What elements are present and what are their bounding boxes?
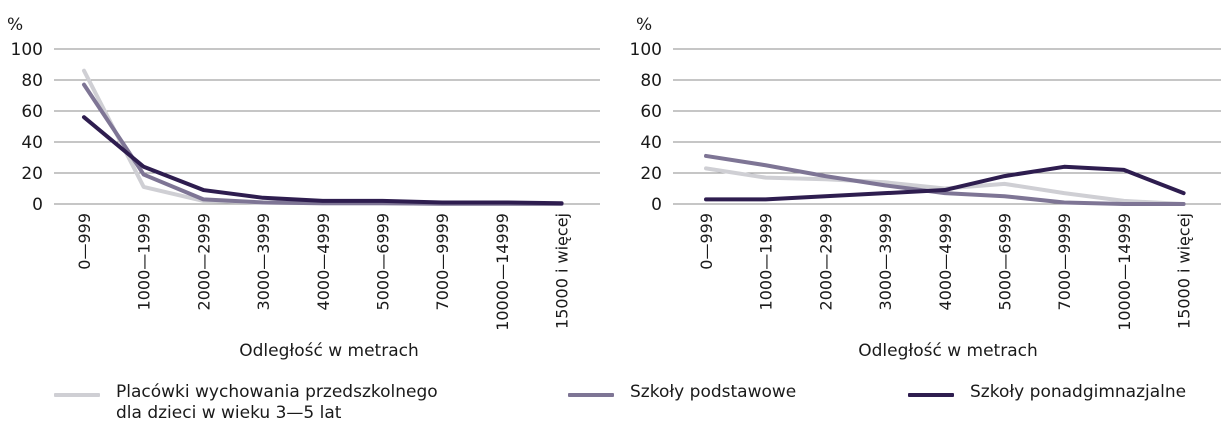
y-tick-label: 40	[21, 133, 43, 153]
y-tick-label: 100	[11, 40, 43, 60]
chart-panel-1: % 0 20 40 60 80 100 0—999 1000—1999 2000—2999 3000…	[7, 15, 600, 361]
x-tick-label: 4000—4999	[936, 213, 955, 310]
y-axis-unit-label: %	[636, 15, 652, 35]
y-tick-label: 0	[651, 195, 662, 215]
x-axis-label: Odległość w metrach	[858, 341, 1038, 361]
series-line-przedszkola	[82, 68, 564, 206]
x-tick-label: 1000—1999	[135, 213, 154, 310]
x-tick-label: 5000—6999	[374, 213, 393, 310]
x-tick-label: 10000—14999	[493, 213, 512, 331]
x-tick-label: 1000—1999	[757, 213, 776, 310]
y-tick-label: 80	[640, 71, 662, 91]
x-tick-label: 3000—3999	[876, 213, 895, 310]
x-tick-label: 15000 i więcej	[553, 213, 572, 329]
y-tick-label: 80	[21, 71, 43, 91]
y-tick-label: 20	[21, 164, 43, 184]
legend-label-podstawowe: Szkoły podstawowe	[630, 382, 797, 402]
legend-swatch-podstawowe	[568, 393, 614, 397]
y-tick-label: 100	[630, 40, 662, 60]
y-tick-label: 40	[640, 133, 662, 153]
x-tick-label: 3000—3999	[254, 213, 273, 310]
series-line-podstawowe	[82, 82, 564, 206]
x-tick-label: 7000—9999	[433, 213, 452, 310]
chart-panel-2: % 0 20 40 60 80 100 0—999 1000—1999 2000—2999 3000…	[630, 15, 1221, 361]
x-tick-label: 0—999	[697, 213, 716, 270]
legend-label-przedszkola: Placówki wychowania przedszkolnego dla dz…	[116, 382, 438, 423]
x-tick-label: 15000 i więcej	[1175, 213, 1194, 329]
legend-swatch-ponadgimnazjalne	[908, 393, 954, 397]
x-tick-label: 7000—9999	[1055, 213, 1074, 310]
x-tick-label: 10000—14999	[1115, 213, 1134, 331]
series-line-podstawowe	[704, 153, 1186, 206]
x-tick-label: 4000—4999	[314, 213, 333, 310]
x-tick-label: 0—999	[75, 213, 94, 270]
y-tick-label: 20	[640, 164, 662, 184]
series-line-ponadgimnazjalne	[82, 115, 564, 206]
x-tick-label: 2000—2999	[816, 213, 835, 310]
y-tick-label: 60	[21, 102, 43, 122]
x-tick-label: 2000—2999	[194, 213, 213, 310]
series-line-ponadgimnazjalne	[704, 164, 1186, 202]
x-axis-label: Odległość w metrach	[239, 341, 419, 361]
x-tick-label: 5000—6999	[996, 213, 1015, 310]
y-tick-label: 0	[32, 195, 43, 215]
legend-swatch-przedszkola	[54, 393, 100, 397]
y-axis-unit-label: %	[7, 15, 23, 35]
legend-label-ponadgimnazjalne: Szkoły ponadgimnazjalne	[970, 382, 1187, 402]
y-tick-label: 60	[640, 102, 662, 122]
